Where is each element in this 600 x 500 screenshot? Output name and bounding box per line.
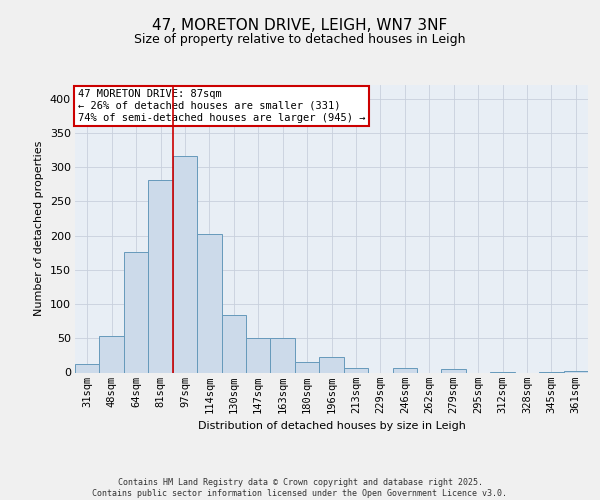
Bar — [124, 252, 148, 372]
Bar — [563, 371, 588, 372]
Bar — [295, 362, 319, 372]
Text: Contains HM Land Registry data © Crown copyright and database right 2025.
Contai: Contains HM Land Registry data © Crown c… — [92, 478, 508, 498]
Y-axis label: Number of detached properties: Number of detached properties — [34, 141, 44, 316]
Bar — [392, 368, 417, 372]
Text: 47, MORETON DRIVE, LEIGH, WN7 3NF: 47, MORETON DRIVE, LEIGH, WN7 3NF — [152, 18, 448, 32]
X-axis label: Distribution of detached houses by size in Leigh: Distribution of detached houses by size … — [197, 421, 466, 431]
Bar — [197, 234, 221, 372]
Bar — [173, 156, 197, 372]
Bar — [271, 338, 295, 372]
Bar — [148, 180, 173, 372]
Bar — [442, 369, 466, 372]
Bar — [344, 368, 368, 372]
Bar — [75, 364, 100, 372]
Text: Size of property relative to detached houses in Leigh: Size of property relative to detached ho… — [134, 32, 466, 46]
Bar — [221, 315, 246, 372]
Bar — [319, 357, 344, 372]
Bar — [100, 336, 124, 372]
Bar — [246, 338, 271, 372]
Text: 47 MORETON DRIVE: 87sqm
← 26% of detached houses are smaller (331)
74% of semi-d: 47 MORETON DRIVE: 87sqm ← 26% of detache… — [77, 90, 365, 122]
